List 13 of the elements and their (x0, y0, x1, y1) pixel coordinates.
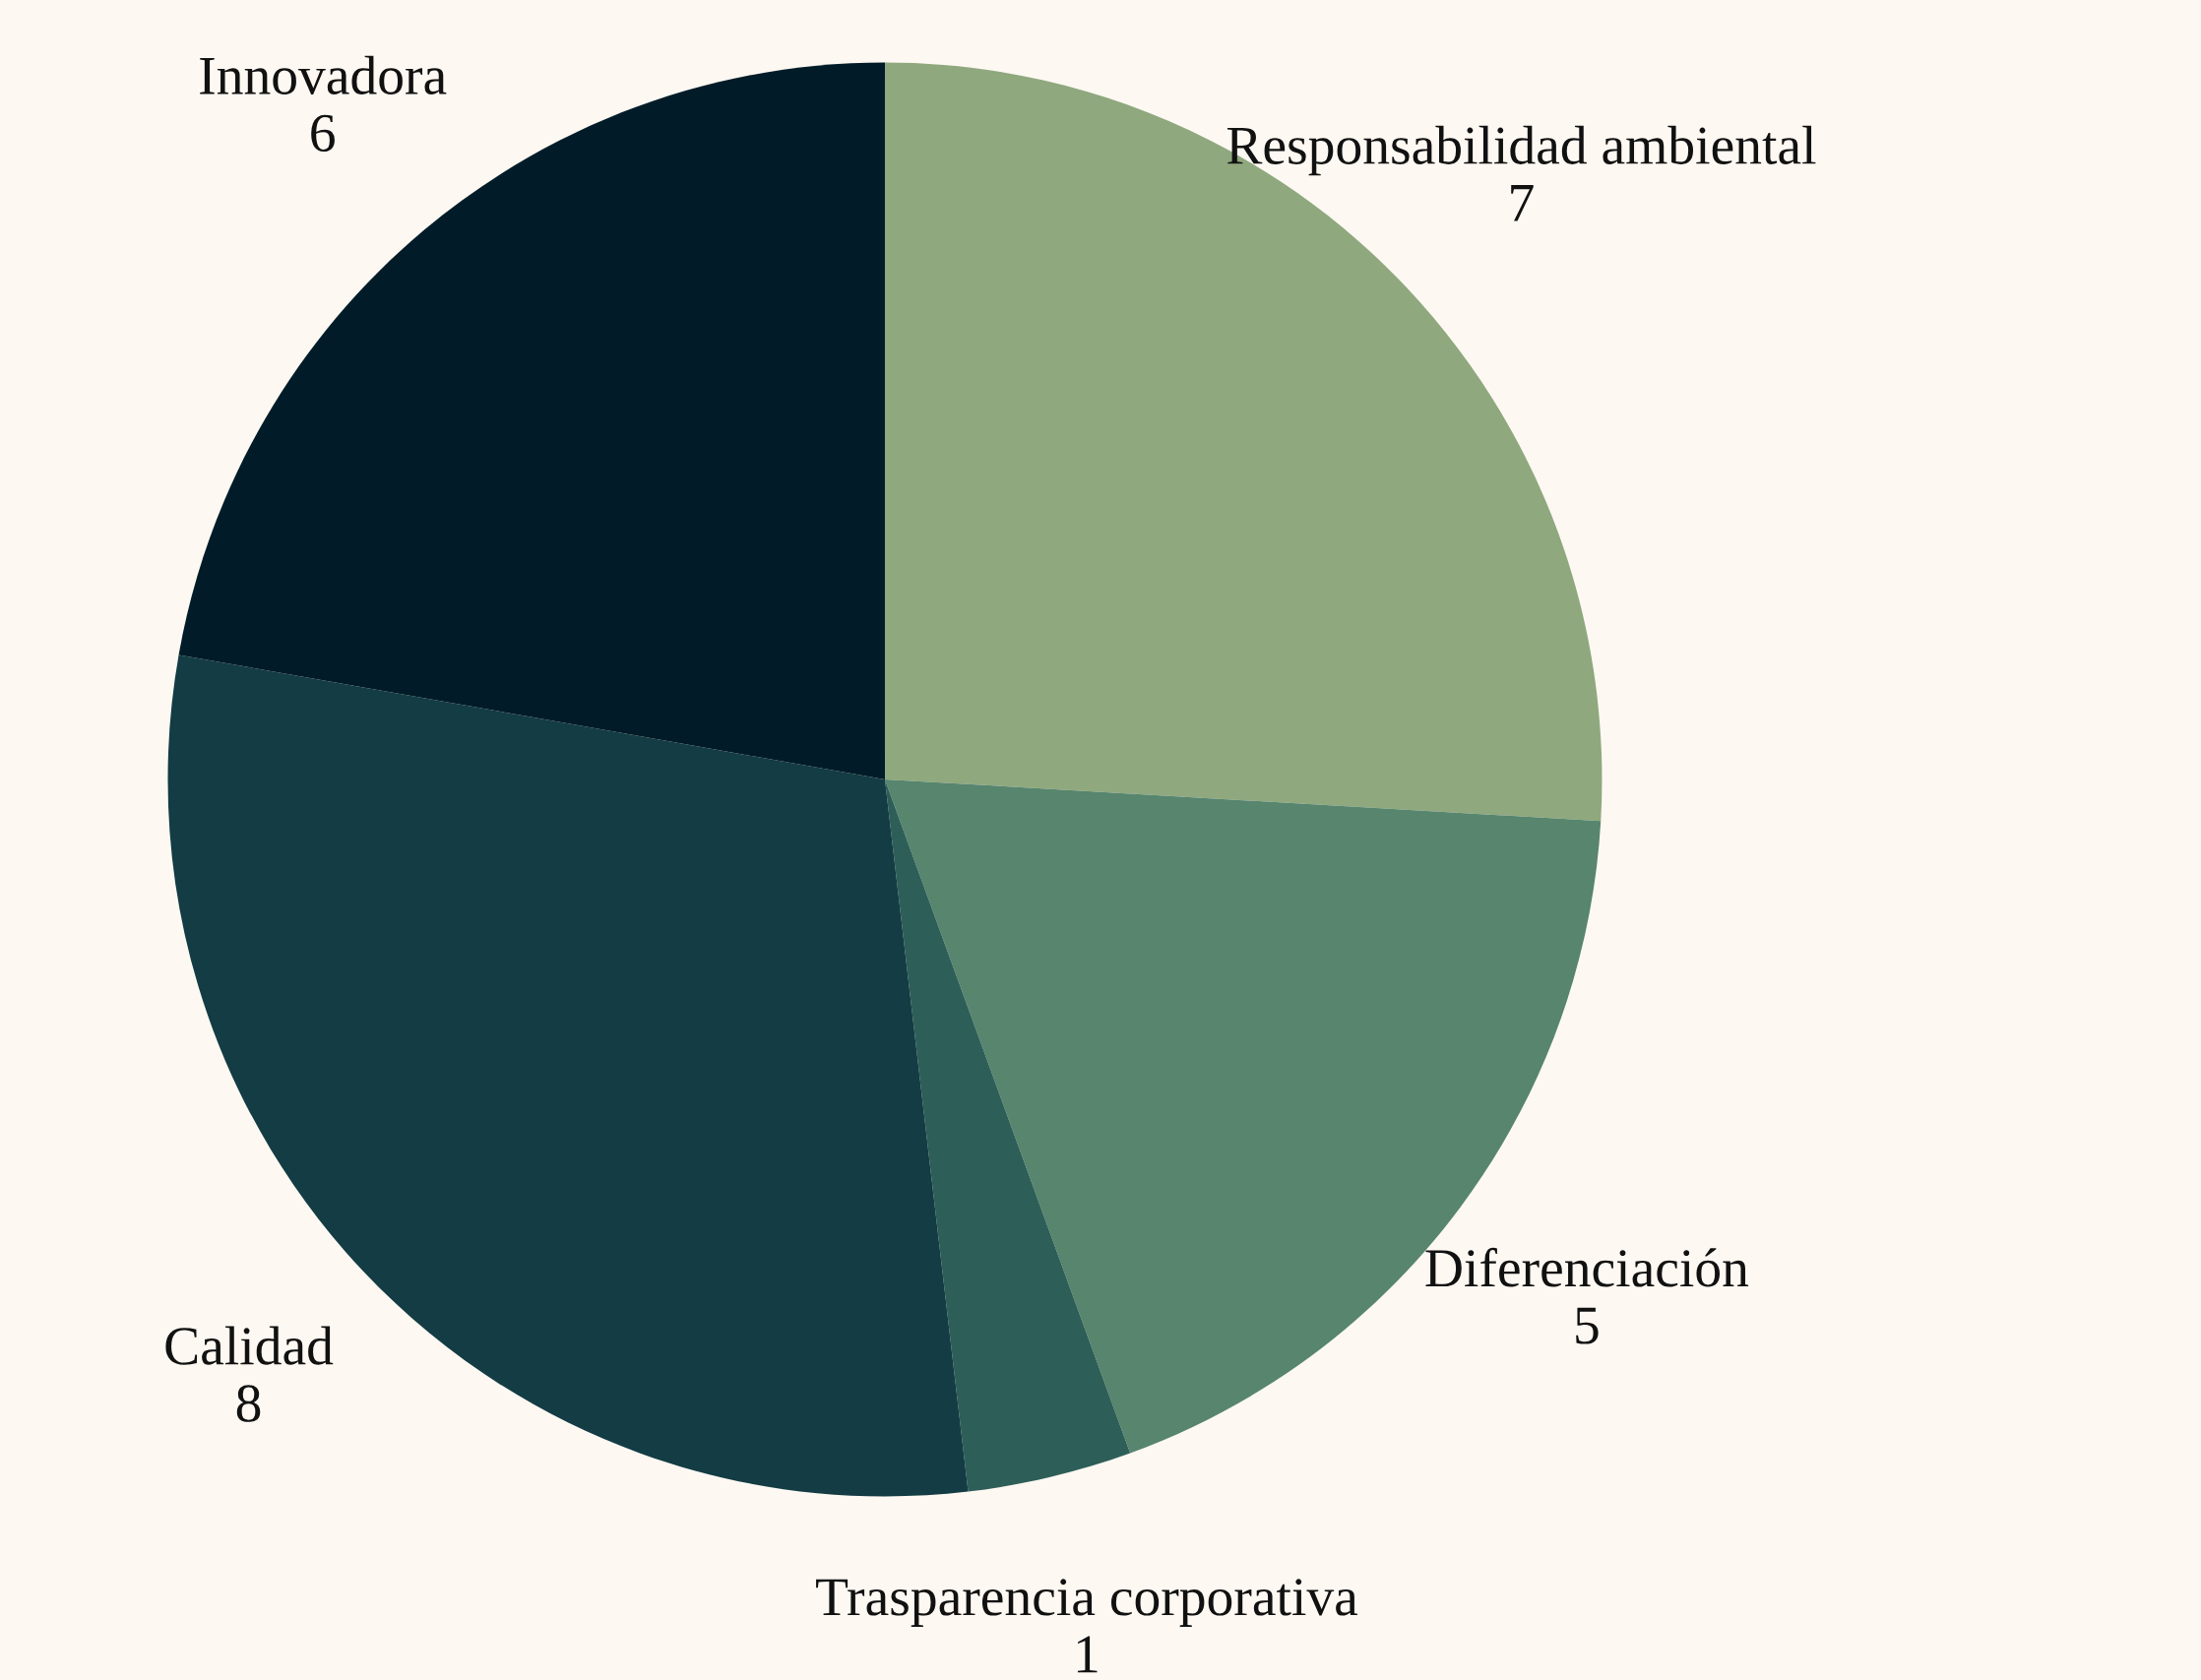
pie-slice (884, 62, 1603, 822)
slice-label: Trasparencia corporativa (816, 1579, 1358, 1627)
data-label: 1 (1077, 1636, 1098, 1673)
data-label: 7 (1511, 185, 1534, 221)
data-label: 6 (311, 114, 335, 153)
pie-slice (884, 778, 1131, 1492)
data-label: 8 (236, 1385, 261, 1422)
slice-label: Innovadora (200, 55, 447, 94)
slice-label: Calidad (165, 1326, 334, 1365)
slice-label: Responsabilidad ambiental (1226, 125, 1816, 176)
slice-label: Diferenciación (1425, 1247, 1749, 1287)
pie-slice (167, 654, 969, 1497)
data-label: 5 (1576, 1307, 1599, 1344)
